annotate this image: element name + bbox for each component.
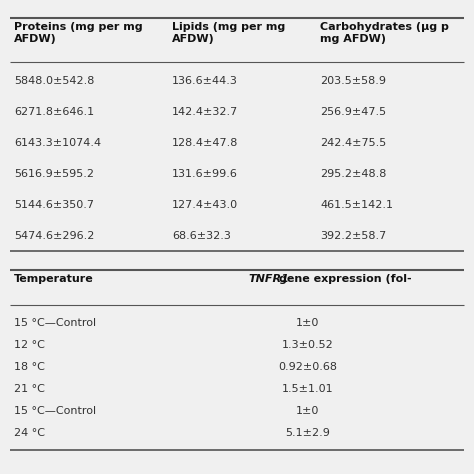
Text: Temperature: Temperature bbox=[14, 274, 94, 284]
Text: 5144.6±350.7: 5144.6±350.7 bbox=[14, 200, 94, 210]
Text: 392.2±58.7: 392.2±58.7 bbox=[320, 231, 386, 241]
Text: 1.3±0.52: 1.3±0.52 bbox=[282, 340, 334, 350]
Text: 12 °C: 12 °C bbox=[14, 340, 45, 350]
Text: 15 °C—Control: 15 °C—Control bbox=[14, 406, 96, 416]
Text: Proteins (mg per mg
AFDW): Proteins (mg per mg AFDW) bbox=[14, 22, 143, 44]
Text: 24 °C: 24 °C bbox=[14, 428, 45, 438]
Text: 142.4±32.7: 142.4±32.7 bbox=[172, 107, 238, 117]
Text: 5.1±2.9: 5.1±2.9 bbox=[285, 428, 330, 438]
Text: TNFR1: TNFR1 bbox=[248, 274, 289, 284]
Text: 0.92±0.68: 0.92±0.68 bbox=[279, 362, 337, 372]
Text: 127.4±43.0: 127.4±43.0 bbox=[172, 200, 238, 210]
Text: 242.4±75.5: 242.4±75.5 bbox=[320, 138, 386, 148]
Text: 295.2±48.8: 295.2±48.8 bbox=[320, 169, 386, 179]
Text: Lipids (mg per mg
AFDW): Lipids (mg per mg AFDW) bbox=[172, 22, 285, 44]
Text: 128.4±47.8: 128.4±47.8 bbox=[172, 138, 238, 148]
Text: 131.6±99.6: 131.6±99.6 bbox=[172, 169, 238, 179]
Text: 256.9±47.5: 256.9±47.5 bbox=[320, 107, 386, 117]
Text: 5616.9±595.2: 5616.9±595.2 bbox=[14, 169, 94, 179]
Text: 6143.3±1074.4: 6143.3±1074.4 bbox=[14, 138, 101, 148]
Text: Carbohydrates (µg p
mg AFDW): Carbohydrates (µg p mg AFDW) bbox=[320, 22, 449, 44]
Text: 68.6±32.3: 68.6±32.3 bbox=[172, 231, 231, 241]
Text: 5474.6±296.2: 5474.6±296.2 bbox=[14, 231, 94, 241]
Text: 461.5±142.1: 461.5±142.1 bbox=[320, 200, 393, 210]
Text: 136.6±44.3: 136.6±44.3 bbox=[172, 76, 238, 86]
Text: 203.5±58.9: 203.5±58.9 bbox=[320, 76, 386, 86]
Text: 1.5±1.01: 1.5±1.01 bbox=[282, 384, 334, 394]
Text: 1±0: 1±0 bbox=[296, 318, 319, 328]
Text: 5848.0±542.8: 5848.0±542.8 bbox=[14, 76, 94, 86]
Text: 15 °C—Control: 15 °C—Control bbox=[14, 318, 96, 328]
Text: 6271.8±646.1: 6271.8±646.1 bbox=[14, 107, 94, 117]
Text: 21 °C: 21 °C bbox=[14, 384, 45, 394]
Text: 1±0: 1±0 bbox=[296, 406, 319, 416]
Text: 18 °C: 18 °C bbox=[14, 362, 45, 372]
Text: gene expression (fol-: gene expression (fol- bbox=[279, 274, 411, 284]
